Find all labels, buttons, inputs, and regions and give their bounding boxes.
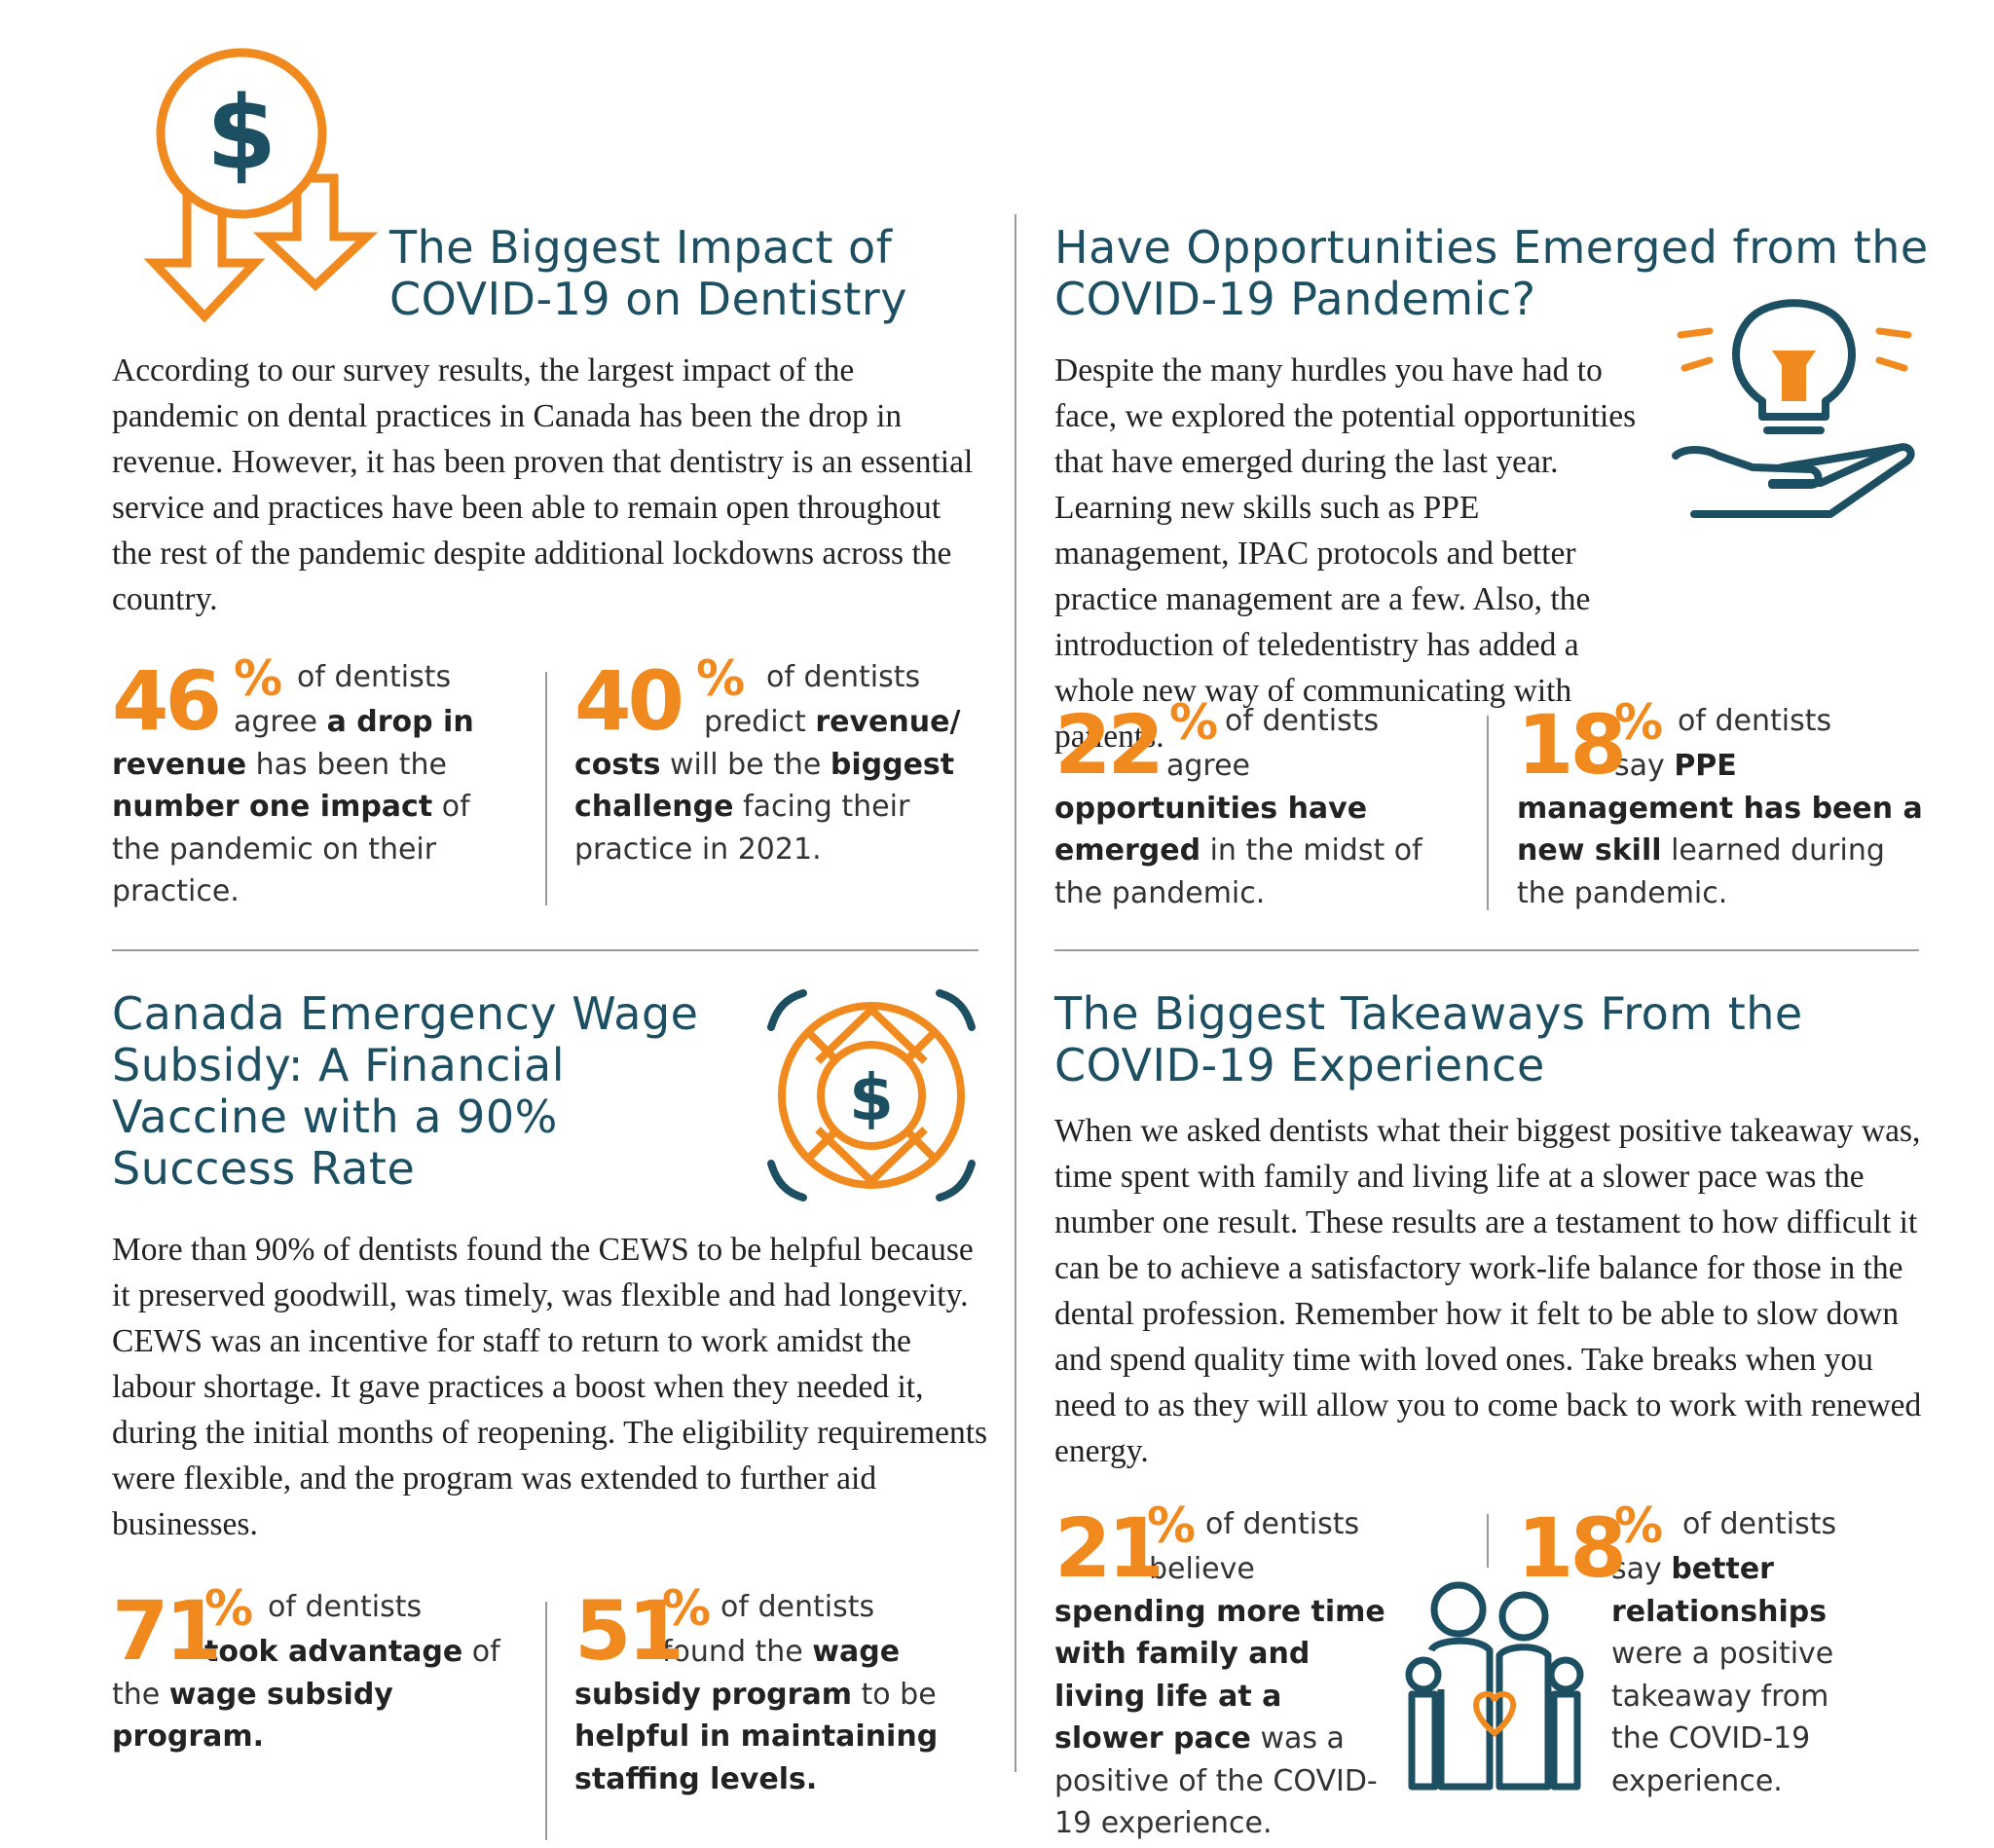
stat-block: 51 % of dentists found the wage subsidy … — [574, 1583, 983, 1800]
stat-emphasis: took advantage — [204, 1635, 463, 1669]
stat-text: say PPE management has been a new skill … — [1517, 749, 1923, 910]
stat-number: 18 — [1517, 1500, 1627, 1596]
stat-block: 21 % of dentists believe spending more t… — [1054, 1500, 1390, 1845]
stat-lead: of dentists — [766, 660, 921, 694]
stat-number: 21 — [1054, 1500, 1164, 1596]
stat-emphasis: number one impact — [112, 790, 433, 824]
section-body-opportunities: Despite the many hurdles you have had to… — [1054, 352, 1637, 755]
stat-emphasis: opportunities have emerged — [1054, 791, 1368, 869]
column-divider — [1015, 214, 1016, 1772]
stat-number: 51 — [574, 1583, 684, 1679]
stat-emphasis: a drop in revenue — [112, 705, 474, 782]
stat-text: believe spending more time with family a… — [1054, 1552, 1385, 1840]
stat-divider — [1487, 716, 1489, 910]
stat-text: found the wage subsidy program to be hel… — [574, 1635, 939, 1796]
stat-text: took advantage of the wage subsidy progr… — [112, 1635, 500, 1755]
stat-emphasis: revenue/ costs — [574, 705, 961, 782]
stat-number: 71 — [112, 1583, 222, 1679]
stat-number: 40 — [574, 653, 684, 749]
stat-block: 71 % of dentists took advantage of the w… — [112, 1583, 521, 1758]
stat-number: 46 — [112, 653, 222, 749]
stat-percent: % — [1147, 1497, 1197, 1554]
stat-percent: % — [204, 1580, 254, 1637]
stat-percent: % — [696, 650, 746, 707]
stat-emphasis: helpful in maintaining staffing levels. — [574, 1719, 939, 1796]
section-title-impact: The Biggest Impact of COVID-19 on Dentis… — [389, 221, 907, 325]
stat-emphasis: wage subsidy program. — [112, 1677, 393, 1755]
section-title-cews: Canada Emergency Wage Subsidy: A Financi… — [112, 987, 699, 1195]
stat-number: 22 — [1054, 697, 1164, 793]
stat-emphasis: better relationships — [1611, 1552, 1828, 1629]
stat-text: agree a drop in revenue has been the num… — [112, 705, 474, 908]
section-title-takeaways: The Biggest Takeaways From the COVID-19 … — [1054, 987, 1803, 1091]
stat-emphasis: spending more time with family and livin… — [1054, 1594, 1385, 1756]
stat-percent: % — [662, 1580, 712, 1637]
life-ring-dollar-icon: $ — [767, 989, 976, 1201]
stat-lead: of dentists — [297, 660, 452, 694]
stat-lead: of dentists — [1682, 1507, 1837, 1541]
stat-percent: % — [1169, 694, 1219, 751]
stat-emphasis: biggest challenge — [574, 747, 955, 825]
stat-divider — [545, 672, 547, 906]
family-heart-icon — [1405, 1581, 1584, 1791]
stat-divider — [545, 1602, 547, 1840]
stat-lead: of dentists — [1205, 1507, 1360, 1541]
section-body-takeaways: When we asked dentists what their bigges… — [1054, 1113, 1922, 1469]
stat-lead: of dentists — [1678, 704, 1832, 738]
dollar-glyph: $ — [849, 1060, 894, 1135]
stat-lead: of dentists — [1225, 704, 1380, 738]
stat-percent: % — [1614, 1497, 1664, 1554]
dollar-glyph: $ — [206, 74, 277, 193]
section-divider-left — [112, 949, 979, 951]
stat-emphasis: wage subsidy program — [574, 1635, 901, 1712]
stat-block: 40 % of dentists predict revenue/ costs … — [574, 653, 983, 870]
stat-block: 46 % of dentists agree a drop in revenue… — [112, 653, 521, 913]
stat-percent: % — [1614, 694, 1664, 751]
stat-text: predict revenue/ costs will be the bigge… — [574, 705, 961, 867]
section-divider-right — [1054, 949, 1919, 951]
section-body-impact: According to our survey results, the lar… — [112, 352, 974, 617]
stat-block: 22 % of dentists agree opportunities hav… — [1054, 697, 1463, 914]
section-body-cews: More than 90% of dentists found the CEWS… — [112, 1232, 988, 1542]
stat-divider — [1487, 1514, 1489, 1568]
stat-emphasis: PPE management has been a new skill — [1517, 749, 1923, 868]
stat-number: 18 — [1517, 697, 1627, 793]
stat-lead: of dentists — [268, 1590, 423, 1624]
stat-text: say better relationships were a positive… — [1611, 1552, 1834, 1798]
stat-block: 18 % of dentists say better relationship… — [1517, 1500, 1926, 1802]
stat-lead: of dentists — [720, 1590, 875, 1624]
stat-percent: % — [234, 650, 283, 707]
stat-text: agree opportunities have emerged in the … — [1054, 749, 1422, 910]
section-title-opportunities: Have Opportunities Emerged from the COVI… — [1054, 221, 1929, 325]
lightbulb-hand-icon — [1672, 299, 1915, 518]
stat-block: 18 % of dentists say PPE management has … — [1517, 697, 1926, 914]
dollar-coin-down-arrows-icon: $ — [143, 48, 379, 323]
